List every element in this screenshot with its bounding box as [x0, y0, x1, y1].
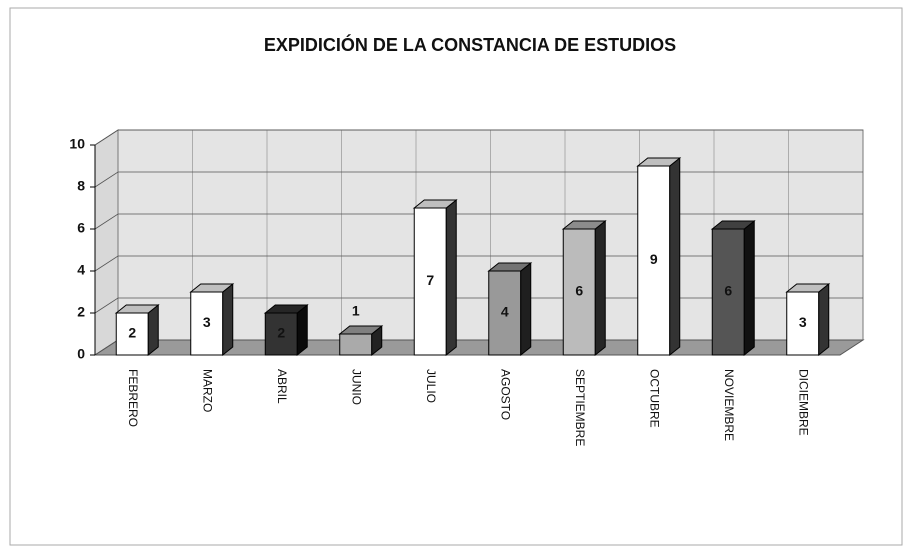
bar-top	[189, 283, 235, 293]
bar	[114, 303, 160, 357]
bar	[338, 324, 384, 357]
value-label: 7	[426, 272, 434, 288]
x-tick-label: MARZO	[201, 369, 215, 412]
bar-top	[487, 262, 533, 272]
y-tick-label: 0	[77, 346, 85, 362]
bar-side	[818, 282, 830, 357]
bar-side	[594, 219, 606, 357]
bar-side	[669, 156, 681, 357]
bar	[487, 261, 533, 357]
x-tick-label: FEBRERO	[126, 369, 140, 427]
bar-top	[636, 157, 682, 167]
grid-line	[94, 129, 863, 146]
x-tick-label: SEPTIEMBRE	[573, 369, 587, 446]
value-label: 3	[203, 314, 211, 330]
value-label: 6	[724, 283, 732, 299]
bar-front	[637, 165, 671, 356]
value-label: 3	[799, 314, 807, 330]
bar	[412, 198, 458, 357]
value-label: 2	[128, 325, 136, 341]
y-tick-label: 6	[77, 220, 85, 236]
value-label: 4	[501, 304, 509, 320]
x-tick-label: ABRIL	[275, 369, 289, 404]
bar-top	[710, 220, 756, 230]
bar-side	[296, 303, 308, 357]
bar-side	[147, 303, 159, 357]
grid-line	[94, 213, 863, 230]
x-tick-label: OCTUBRE	[648, 369, 662, 428]
chart-title: EXPIDICIÓN DE LA CONSTANCIA DE ESTUDIOS	[264, 34, 676, 55]
value-label: 2	[277, 325, 285, 341]
y-tick-label: 2	[77, 304, 85, 320]
x-tick-label: AGOSTO	[499, 369, 513, 420]
value-label: 1	[352, 303, 360, 319]
bar-top	[263, 304, 309, 314]
y-tick-label: 10	[69, 136, 85, 152]
bar-top	[785, 283, 831, 293]
value-label: 9	[650, 251, 658, 267]
bar-top	[338, 325, 384, 335]
bar-side	[445, 198, 457, 357]
bar	[561, 219, 607, 357]
value-label: 6	[575, 283, 583, 299]
bar-front	[711, 228, 745, 356]
grid-line	[94, 297, 863, 314]
grid-line	[94, 171, 863, 188]
x-tick-label: NOVIEMBRE	[722, 369, 736, 441]
side-wall	[94, 129, 119, 356]
bar-side	[520, 261, 532, 357]
bar-front	[488, 270, 522, 356]
y-tick-label: 8	[77, 178, 85, 194]
bar	[785, 282, 831, 357]
bar	[263, 303, 309, 357]
grid-line	[94, 255, 863, 272]
bar-front	[190, 291, 224, 356]
bar-side	[743, 219, 755, 357]
x-tick-label: JUNIO	[350, 369, 364, 405]
bar-front	[786, 291, 820, 356]
bar	[710, 219, 756, 357]
bar	[189, 282, 235, 357]
x-tick-label: JULIO	[424, 369, 438, 403]
bar-front	[562, 228, 596, 356]
x-tick-label: DICIEMBRE	[797, 369, 811, 436]
bar-top	[412, 199, 458, 209]
bar	[636, 156, 682, 357]
y-tick-label: 4	[77, 262, 85, 278]
bar-front	[413, 207, 447, 356]
bar-front	[115, 312, 149, 356]
bar-top	[114, 304, 160, 314]
bar-side	[222, 282, 234, 357]
bar-front	[339, 333, 373, 356]
bar-top	[561, 220, 607, 230]
